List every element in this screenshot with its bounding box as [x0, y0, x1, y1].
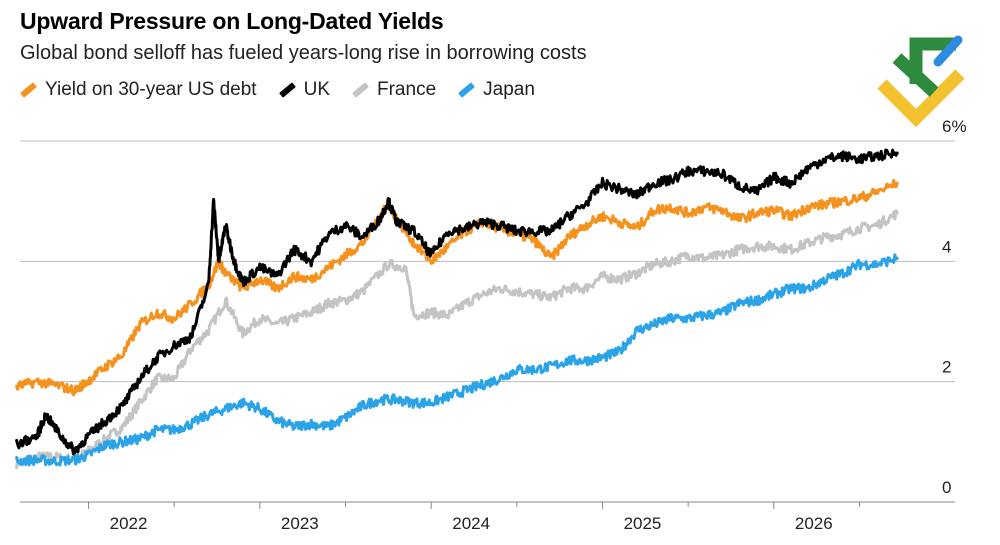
y-tick-label: 6%: [942, 117, 967, 136]
legend-label-france: France: [377, 79, 437, 100]
grid-lines: [20, 140, 955, 509]
x-tick-label: 2026: [795, 514, 833, 533]
legend-label-us: Yield on 30-year US debt: [45, 79, 257, 100]
x-tick-label: 2025: [624, 514, 662, 533]
brand-logo-icon: [877, 35, 965, 128]
y-tick-label: 4: [942, 237, 951, 256]
series-line-france: [15, 209, 899, 470]
legend-label-uk: UK: [303, 79, 330, 100]
y-axis-tick-labels: 0 2 4 6%: [942, 117, 967, 497]
y-tick-label: 2: [942, 358, 951, 377]
x-tick-label: 2023: [281, 514, 319, 533]
series-line-japan: [15, 253, 899, 467]
chart-title: Upward Pressure on Long-Dated Yields: [20, 8, 444, 34]
x-axis-tick-labels: 2022 2023 2024 2025 2026: [110, 514, 833, 533]
legend-item-japan: Japan: [458, 79, 535, 101]
chart-legend: Yield on 30-year US debt UK France Japan: [20, 79, 535, 101]
x-tick-label: 2022: [110, 514, 148, 533]
series-line-uk: [15, 148, 899, 456]
chart-subtitle: Global bond selloff has fueled years-lon…: [20, 42, 587, 64]
x-tick-label: 2024: [452, 514, 490, 533]
legend-item-uk: UK: [278, 79, 330, 101]
series-line-us: [15, 178, 899, 397]
series-lines: [15, 148, 899, 470]
legend-item-us: Yield on 30-year US debt: [20, 79, 257, 101]
legend-label-japan: Japan: [483, 79, 535, 100]
y-tick-label: 0: [942, 478, 951, 497]
legend-item-france: France: [352, 79, 436, 101]
